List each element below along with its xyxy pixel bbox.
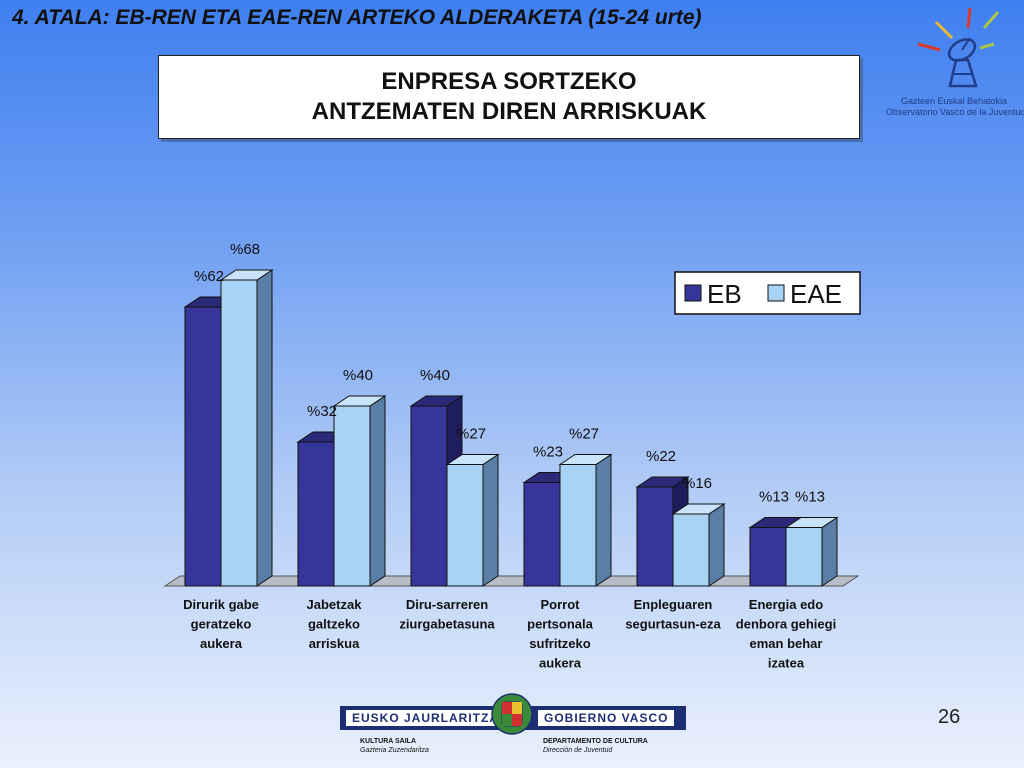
bar-eae-4 — [671, 503, 726, 587]
value-label-eae-3: %27 — [569, 426, 599, 443]
satellite-dish-icon — [917, 7, 1000, 88]
value-label-eae-0: %68 — [230, 241, 260, 258]
value-label-eb-0: %62 — [194, 268, 224, 285]
coat-of-arms-icon — [491, 693, 533, 735]
observatory-logo: Gazteen Euskal Behatokia Observatorio Va… — [886, 4, 1024, 122]
value-label-eb-5: %13 — [759, 489, 789, 506]
legend-label-eae: EAE — [790, 279, 842, 309]
value-label-eb-2: %40 — [420, 367, 450, 384]
value-label-eae-4: %16 — [682, 475, 712, 492]
bar-chart: %62 %68 %32 %40 %40 %27 %23 %27 %22 %16 %13 %13 Dir… — [163, 241, 861, 671]
chart-title-line-1: ENPRESA SORTZEKO — [381, 68, 637, 95]
directorate-basque: Gazteria Zuzendaritza — [360, 747, 429, 754]
legend-swatch-eb — [684, 284, 702, 302]
category-label-4: Enpleguaren segurtasun-eza — [625, 597, 721, 632]
chart-bars — [183, 269, 839, 587]
legend-label-eb: EB — [707, 279, 742, 309]
value-label-eb-1: %32 — [307, 403, 337, 420]
directorate-spanish: Dirección de Juventud — [543, 747, 613, 754]
value-label-eb-4: %22 — [646, 448, 676, 465]
category-label-2: Diru-sarreren ziurgabetasuna — [399, 597, 495, 632]
category-label-5: Energia edo denbora gehiegi eman behar izat… — [736, 597, 836, 671]
bar-eae-5 — [784, 516, 839, 587]
value-label-eb-3: %23 — [533, 444, 563, 461]
category-label-0: Dirurik gabe geratzeko aukera — [183, 597, 259, 651]
chart-value-labels: %62 %68 %32 %40 %40 %27 %23 %27 %22 %16 %13 %13 — [194, 241, 825, 506]
page-number: 26 — [938, 706, 961, 728]
government-name-basque: EUSKO JAURLARITZA — [346, 710, 506, 726]
bar-eb-4 — [635, 476, 690, 587]
category-label-1: Jabetzak galtzeko arriskua — [307, 597, 363, 651]
value-label-eae-1: %40 — [343, 367, 373, 384]
value-label-eae-5: %13 — [795, 489, 825, 506]
value-label-eae-2: %27 — [456, 426, 486, 443]
department-basque: KULTURA SAILA — [360, 738, 416, 745]
department-spanish: DEPARTAMENTO DE CULTURA — [543, 738, 648, 745]
bar-eae-1 — [332, 395, 387, 587]
chart-title-line-2: ANTZEMATEN DIREN ARRISKUAK — [311, 98, 707, 125]
slide-heading: 4. ATALA: EB-REN ETA EAE-REN ARTEKO ALDE… — [12, 6, 702, 29]
bar-eae-0 — [219, 269, 274, 587]
bar-eae-2 — [445, 453, 500, 587]
category-label-3: Porrot pertsonala sufritzeko aukera — [527, 597, 594, 671]
chart-legend: EB EAE — [674, 271, 861, 315]
chart-title-box: ENPRESA SORTZEKO ANTZEMATEN DIREN ARRISK… — [158, 55, 860, 139]
basque-government-logo: EUSKO JAURLARITZA GOBIERNO VASCO KULTURA… — [340, 690, 686, 760]
legend-swatch-eae — [767, 284, 785, 302]
bar-eae-3 — [558, 453, 613, 587]
government-name-spanish: GOBIERNO VASCO — [538, 710, 675, 726]
logo-text-basque: Gazteen Euskal Behatokia — [900, 96, 1008, 106]
chart-category-labels: Dirurik gabe geratzeko aukera Jabetzak galtz… — [183, 597, 836, 671]
logo-text-spanish: Observatorio Vasco de la Juventud — [886, 107, 1024, 117]
